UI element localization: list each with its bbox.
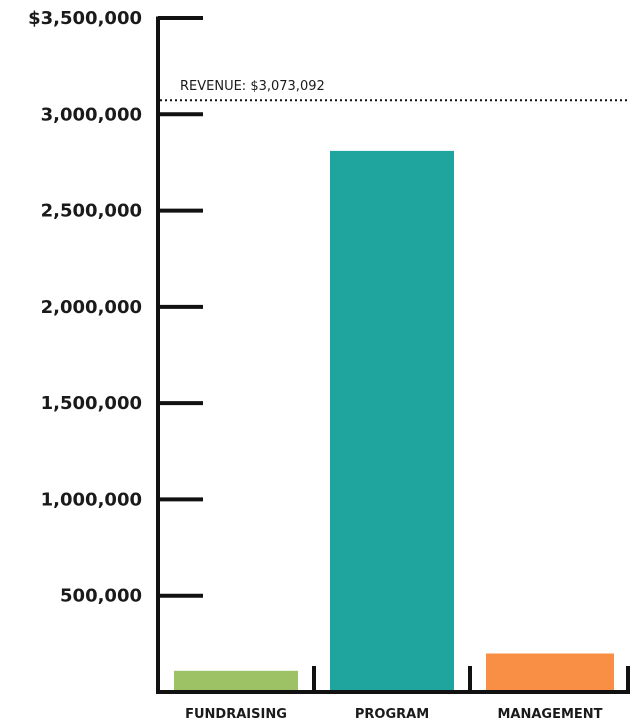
bar-management xyxy=(486,653,614,690)
y-tick-label: 3,000,000 xyxy=(41,104,142,125)
y-ticks: 500,000 1,000,000 1,500,000 2,000,000 2,500,… xyxy=(28,8,203,607)
revenue-reference: REVENUE: $3,073,092 xyxy=(160,79,630,102)
revenue-label: REVENUE: $3,073,092 xyxy=(180,79,325,94)
y-tick-label: $3,500,000 xyxy=(28,8,142,29)
category-labels: FUNDRAISING PROGRAM MANAGEMENT xyxy=(185,707,603,721)
y-tick-label: 1,500,000 xyxy=(41,393,142,414)
category-label: PROGRAM xyxy=(355,707,429,721)
y-tick-label: 500,000 xyxy=(60,586,142,607)
axes xyxy=(156,16,630,694)
category-label: FUNDRAISING xyxy=(185,707,287,721)
y-tick-label: 2,500,000 xyxy=(41,201,142,222)
bars xyxy=(174,150,614,691)
bar-program xyxy=(330,150,454,691)
bar-fundraising xyxy=(174,670,298,690)
y-tick-label: 1,000,000 xyxy=(41,489,142,510)
category-label: MANAGEMENT xyxy=(497,707,602,721)
y-tick-label: 2,000,000 xyxy=(41,297,142,318)
